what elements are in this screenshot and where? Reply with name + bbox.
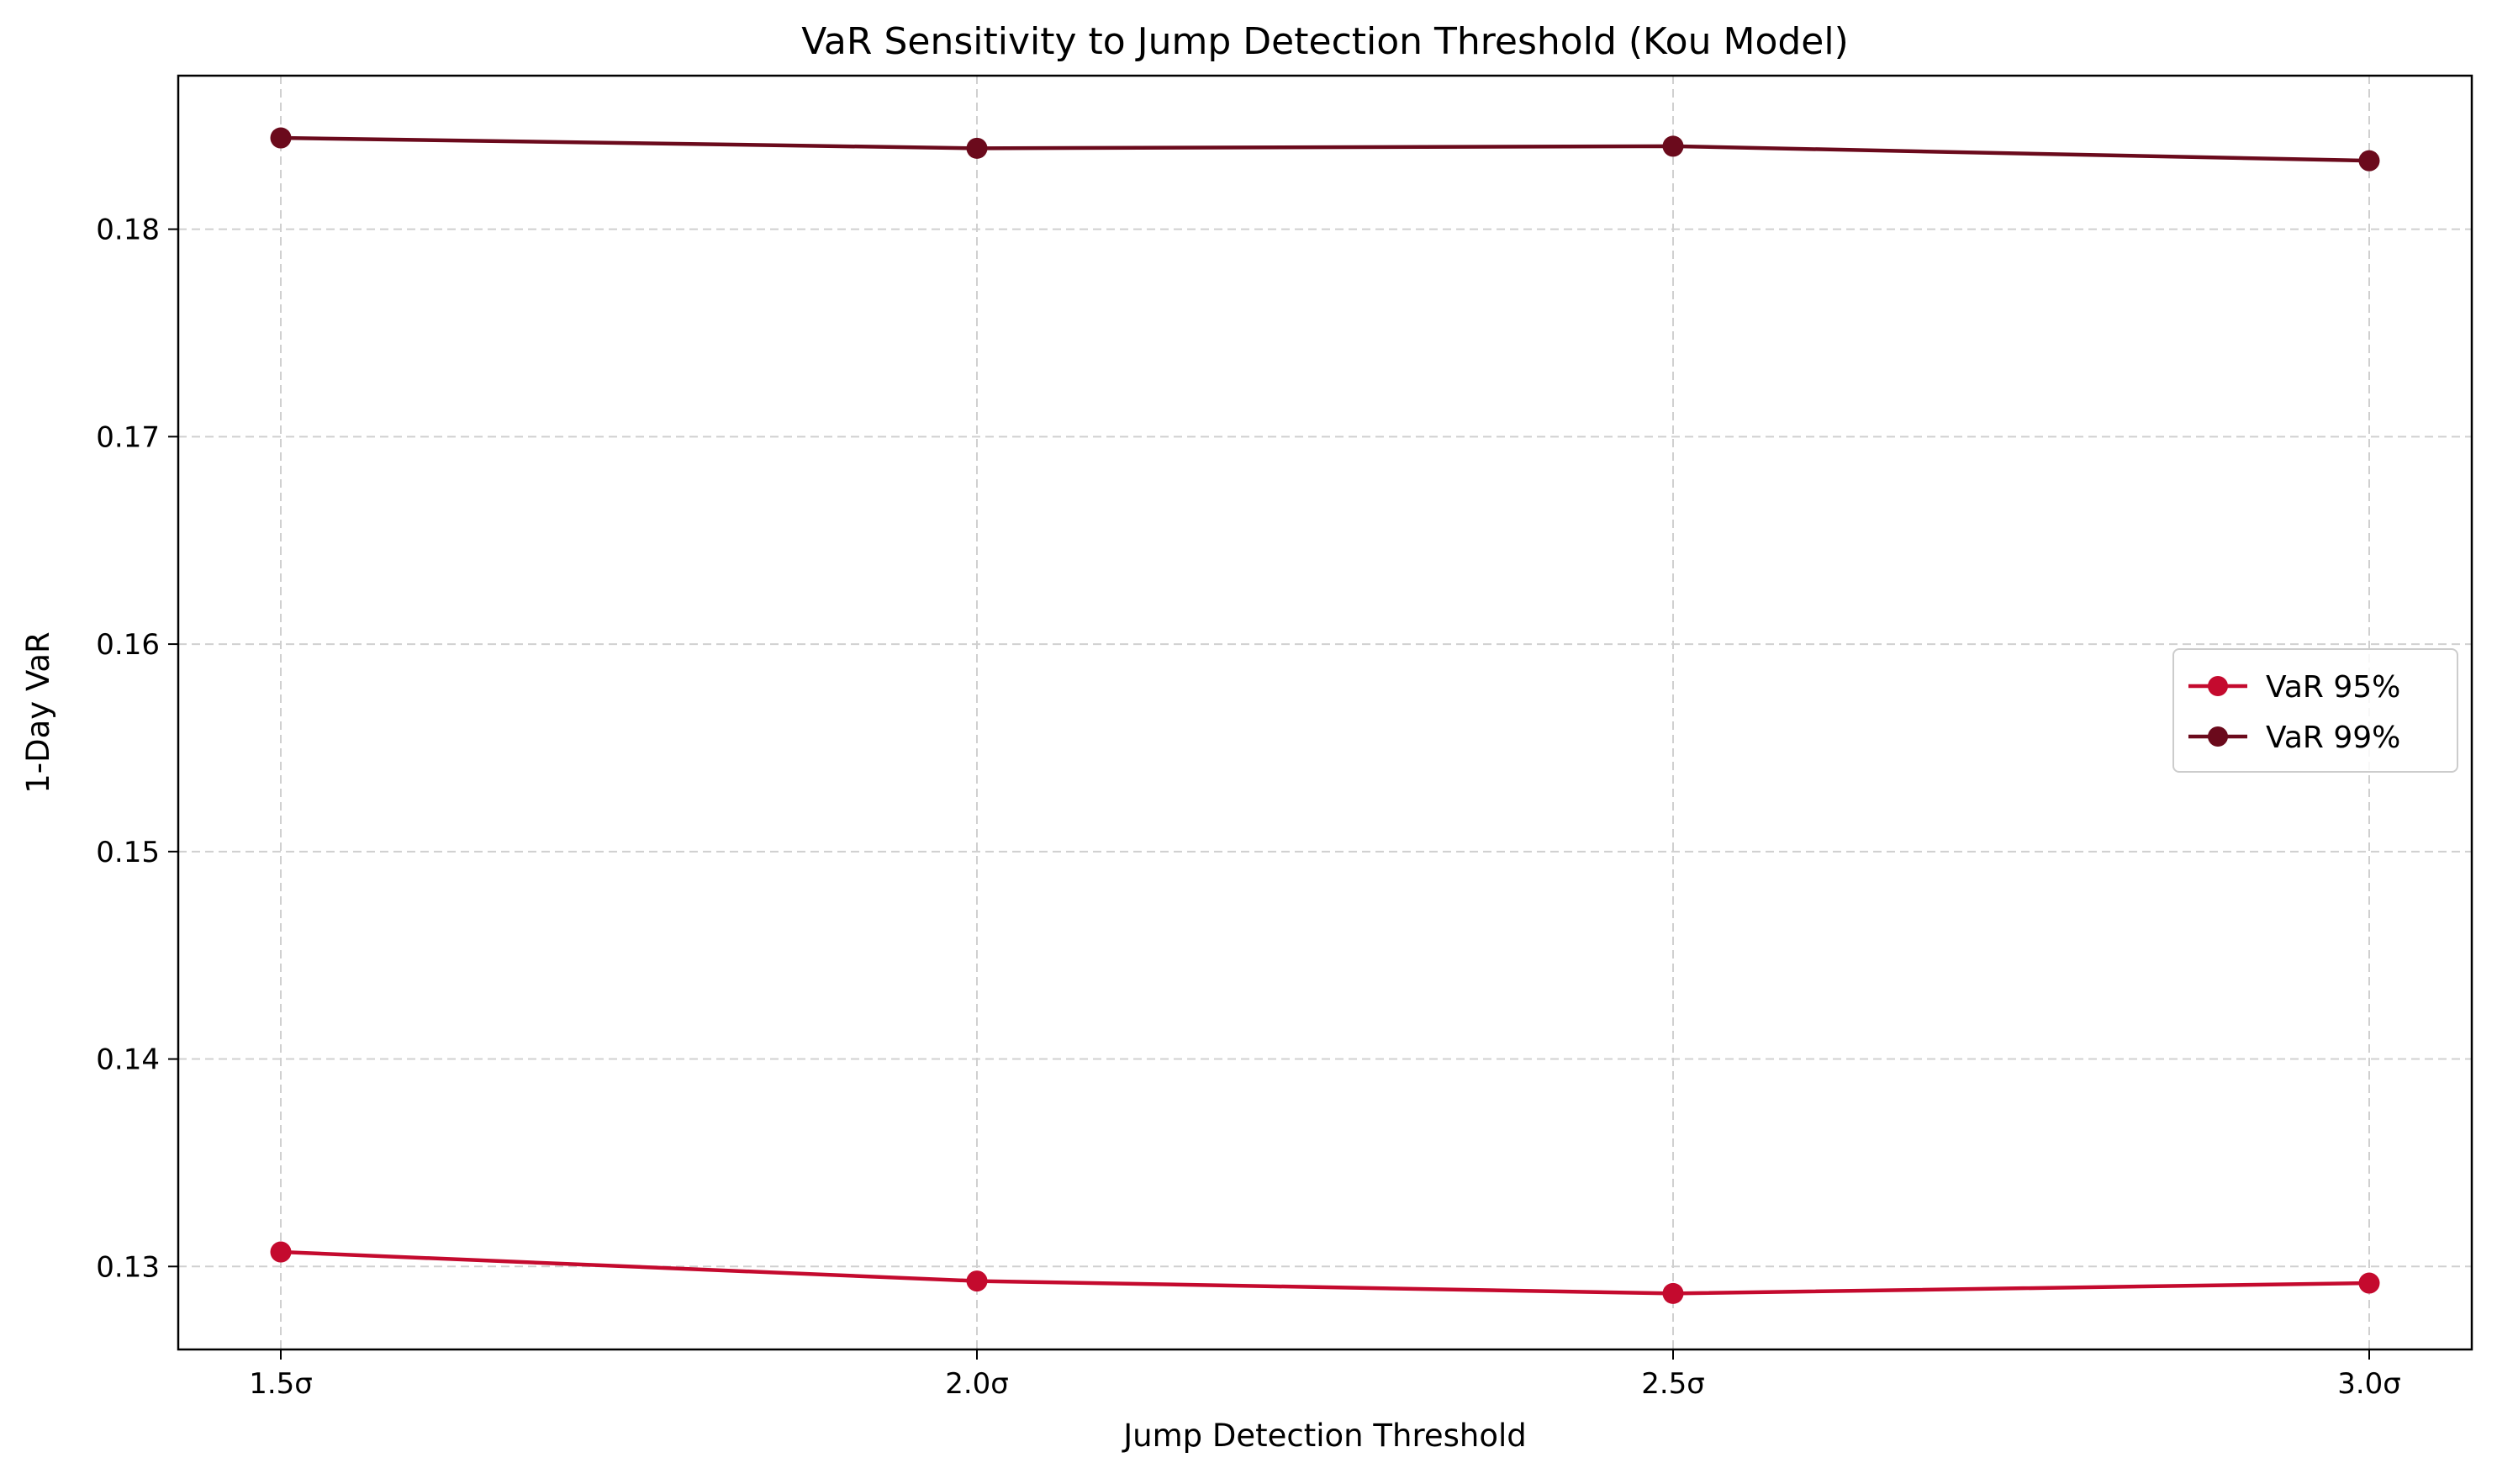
legend-marker xyxy=(2208,726,2228,747)
y-tick-label: 0.17 xyxy=(96,420,160,454)
plot-frame xyxy=(177,74,2473,1351)
data-point xyxy=(966,137,988,159)
legend-label: VaR 95% xyxy=(2266,670,2400,705)
legend-label: VaR 99% xyxy=(2266,721,2400,755)
x-tick-label: 3.0σ xyxy=(2337,1367,2401,1401)
data-point xyxy=(270,1241,292,1263)
series-line xyxy=(280,1249,2370,1296)
data-point xyxy=(1662,1282,1684,1304)
legend-box xyxy=(2172,648,2458,773)
chart-title: VaR Sensitivity to Jump Detection Thresh… xyxy=(801,20,1849,63)
x-tick-label: 1.5σ xyxy=(249,1367,313,1401)
y-tick-label: 0.18 xyxy=(96,214,160,247)
y-tick-label: 0.13 xyxy=(96,1250,160,1284)
x-tick-label: 2.0σ xyxy=(945,1367,1009,1401)
x-axis-label: Jump Detection Threshold xyxy=(1122,1418,1527,1454)
data-point xyxy=(966,1270,988,1292)
legend: VaR 95% VaR 99% xyxy=(2172,648,2458,773)
data-point xyxy=(2358,1272,2380,1294)
series-line xyxy=(280,135,2370,163)
data-point xyxy=(2358,150,2380,172)
data-point xyxy=(1662,135,1684,157)
series-layer xyxy=(270,127,2380,1304)
y-axis-label: 1-Day VaR xyxy=(20,631,56,794)
x-tick-label: 2.5σ xyxy=(1641,1367,1705,1401)
y-tick-label: 0.15 xyxy=(96,836,160,869)
y-tick-label: 0.14 xyxy=(96,1043,160,1077)
legend-marker xyxy=(2208,676,2228,696)
data-point xyxy=(270,127,292,149)
y-axis-ticks: 0.13 0.14 0.15 0.16 0.17 0.18 xyxy=(96,214,178,1284)
y-tick-label: 0.16 xyxy=(96,628,160,662)
x-axis-ticks: 1.5σ 2.0σ 2.5σ 3.0σ xyxy=(249,1349,2401,1401)
